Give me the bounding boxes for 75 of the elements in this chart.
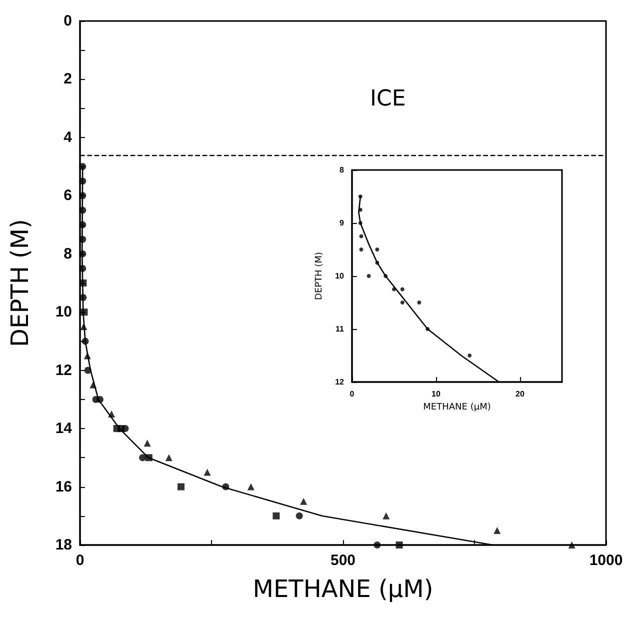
point [79,206,86,214]
y-tick-label: 6 [64,187,72,204]
point [79,250,86,258]
x-tick-label: 1000 [589,552,623,569]
x-tick-label: 0 [350,390,355,398]
point [272,512,280,520]
point [79,192,86,200]
y-tick-label: 0 [64,12,72,30]
point [82,338,89,345]
point [494,526,501,534]
point [392,287,396,292]
point [204,468,211,476]
point [79,236,86,243]
x-tick-label: 500 [330,552,356,569]
point [382,512,390,520]
point [222,483,230,490]
x-tick-label: 10 [432,390,441,398]
point [84,366,92,374]
point [375,248,380,252]
y-tick-label: 8 [64,245,72,262]
point [80,323,88,330]
point [79,178,86,185]
point [145,454,152,462]
point [84,352,91,360]
y-tick-label: 12 [55,362,72,379]
point [400,300,404,304]
point [358,221,362,225]
y-tick-label: 16 [55,478,72,496]
y-tick-label: 9 [340,218,345,228]
y-tick-label: 11 [336,324,345,334]
y-tick-label: 2 [64,70,72,88]
point [358,194,362,198]
point [375,260,380,265]
y-tick-label: 10 [55,304,72,321]
annotation: ICE [370,86,406,112]
point [366,274,371,278]
point [79,264,86,272]
y-tick-label: 12 [335,378,345,386]
x-axis-title: METHANE (μM) [252,575,434,603]
point [247,483,254,490]
point [296,512,303,520]
point [300,498,308,505]
point [359,248,364,252]
y-tick-label: 14 [55,420,73,438]
y-tick-label: 4 [64,128,73,146]
point [374,542,381,548]
point [468,354,472,358]
point [177,483,184,490]
point [400,287,404,292]
point [144,440,151,447]
point [568,542,576,548]
y-tick-label: 10 [335,272,345,280]
x-axis-title: METHANE (μM) [423,402,491,412]
y-axis-title: DEPTH (M) [6,219,34,347]
point [358,208,362,212]
point [165,454,172,462]
point [118,425,125,432]
point [359,234,364,238]
point [139,454,146,462]
point [80,280,87,286]
point [79,221,86,228]
point [426,327,430,331]
x-tick-label: 20 [516,390,525,398]
y-tick-label: 18 [55,536,72,554]
point [396,542,403,548]
point [384,274,388,278]
x-tick-label: 0 [76,552,84,569]
point [80,294,87,302]
point [90,381,97,388]
point [108,410,116,418]
point [96,396,104,403]
y-tick-label: 8 [340,166,345,174]
point [417,300,422,304]
y-axis-title: DEPTH (M) [314,252,324,300]
point [80,308,88,316]
